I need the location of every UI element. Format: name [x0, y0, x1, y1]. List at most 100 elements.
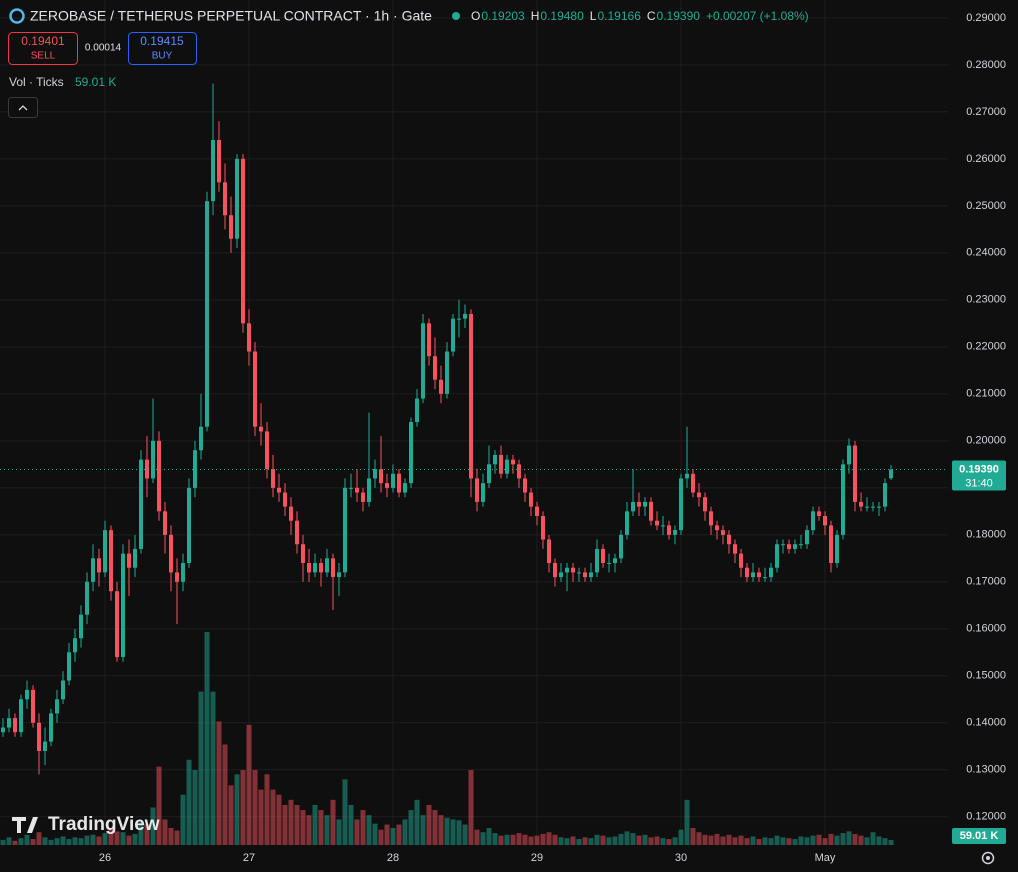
- candle-body: [151, 440, 155, 479]
- sell-price: 0.19401: [21, 34, 65, 48]
- volume-bar: [786, 838, 792, 845]
- volume-bar: [528, 836, 534, 845]
- volume-bar: [420, 815, 426, 845]
- candle-body: [445, 351, 449, 394]
- volume-bar: [444, 817, 450, 845]
- candle-body: [559, 572, 563, 578]
- candle-body: [451, 318, 455, 352]
- volume-bar: [660, 838, 666, 845]
- candle-body: [121, 553, 125, 658]
- volume-bar: [330, 799, 336, 845]
- candle-body: [61, 680, 65, 700]
- volume-bar: [30, 839, 36, 845]
- candle-body: [163, 511, 167, 535]
- candle-body: [277, 487, 281, 493]
- volume-bar: [18, 838, 24, 845]
- candle-body: [595, 548, 599, 573]
- candle-body: [355, 487, 359, 493]
- candle-body: [439, 379, 443, 394]
- volume-bar: [654, 836, 660, 845]
- candle-body: [577, 572, 581, 574]
- volume-bar: [396, 824, 402, 845]
- candle-body: [169, 534, 173, 573]
- volume-bar: [804, 837, 810, 845]
- candle-body: [631, 501, 635, 512]
- candle-body: [793, 544, 797, 549]
- candle-body: [313, 563, 317, 573]
- legend-value: 0.19166: [597, 9, 641, 23]
- collapse-button[interactable]: [8, 97, 38, 118]
- volume-bar: [36, 832, 42, 845]
- candle-body: [295, 520, 299, 545]
- candle-body: [289, 506, 293, 521]
- candle-body: [607, 563, 611, 565]
- candle-body: [463, 313, 467, 319]
- volume-bar: [876, 836, 882, 845]
- candle-body: [679, 478, 683, 531]
- candle-body: [637, 501, 641, 507]
- candle-body: [175, 572, 179, 582]
- y-tick-label: 0.18000: [966, 529, 1006, 541]
- candle-body: [493, 454, 497, 465]
- candle-body: [889, 469, 893, 479]
- volume-bar: [558, 837, 564, 845]
- candle-body: [271, 469, 275, 488]
- volume-last-axis-label: 59.01 K: [960, 830, 999, 842]
- volume-bar: [594, 834, 600, 845]
- candle-body: [115, 591, 119, 658]
- candle-body: [187, 487, 191, 564]
- volume-bar: [324, 815, 330, 845]
- candle-body: [55, 699, 59, 714]
- candle-body: [379, 469, 383, 484]
- candle-body: [547, 539, 551, 564]
- candle-body: [247, 323, 251, 352]
- volume-bar: [102, 833, 108, 845]
- volume-bar: [468, 770, 474, 845]
- candle-body: [403, 483, 407, 493]
- sell-label: SELL: [31, 51, 56, 62]
- volume-bar: [618, 833, 624, 845]
- volume-bar: [612, 836, 618, 845]
- price-axis: 0.12000 0.13000 0.14000 0.15000 0.16000 0.170…: [99, 12, 1006, 864]
- buy-button[interactable]: [128, 32, 197, 65]
- candle-body: [385, 483, 389, 488]
- volume-bar: [402, 819, 408, 845]
- volume-bar: [828, 833, 834, 845]
- volume-last: 59.01 K: [75, 75, 116, 89]
- candle-body: [673, 530, 677, 535]
- y-tick-label: 0.17000: [966, 576, 1006, 588]
- legend-key: H: [531, 9, 540, 23]
- candle-body: [265, 431, 269, 470]
- candles: [0, 83, 948, 775]
- candle-body: [145, 459, 149, 479]
- volume-bar: [834, 835, 840, 845]
- candle-body: [619, 534, 623, 559]
- volume-bar: [498, 835, 504, 845]
- header: ZEROBASE / TETHERUS PERPETUAL CONTRACT ·…: [8, 8, 809, 118]
- candle-body: [37, 722, 41, 752]
- candle-body: [85, 581, 89, 615]
- sell-button[interactable]: [8, 32, 78, 65]
- candle-body: [703, 497, 707, 512]
- settings-icon[interactable]: [981, 851, 995, 865]
- candle-body: [769, 567, 773, 578]
- candle-body: [409, 422, 413, 484]
- candle-body: [19, 699, 23, 733]
- candle-body: [337, 572, 341, 578]
- candle-body: [487, 464, 491, 484]
- candle-body: [511, 459, 515, 465]
- volume-bar: [750, 836, 756, 845]
- settings: [981, 851, 995, 865]
- candle-body: [259, 426, 263, 432]
- y-tick-label: 0.16000: [966, 623, 1006, 635]
- status-dot: [452, 12, 460, 20]
- volume-bar: [204, 632, 210, 845]
- candle-body: [823, 516, 827, 526]
- volume-pane: [0, 632, 894, 845]
- candle-body: [457, 318, 461, 320]
- symbol-icon: [9, 8, 25, 24]
- volume-bar: [90, 834, 96, 845]
- legend-value: 0.19203: [481, 9, 525, 23]
- volume-bar: [564, 838, 570, 845]
